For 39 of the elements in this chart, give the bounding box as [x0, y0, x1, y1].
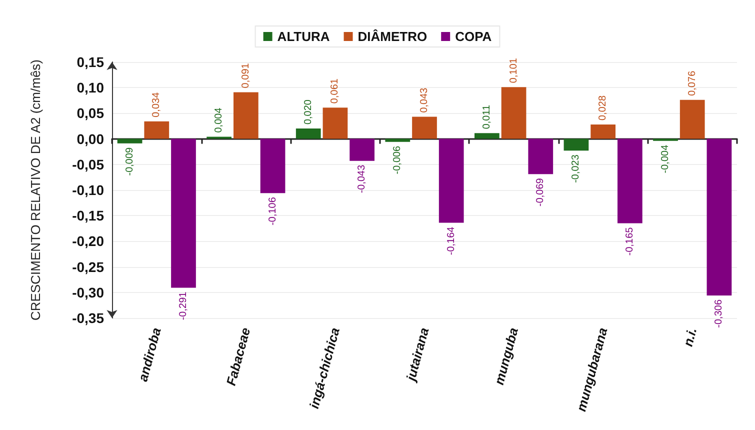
data-label: 0,091 [240, 62, 252, 88]
data-label: -0,164 [446, 226, 457, 256]
legend-label: COPA [455, 29, 492, 44]
data-label: 0,034 [151, 92, 162, 118]
data-label: -0,069 [535, 178, 546, 206]
data-label: 0,101 [508, 58, 520, 84]
data-label: -0,106 [267, 196, 278, 226]
data-label: 0,076 [686, 70, 698, 96]
y-tick-label: -0,20 [72, 233, 104, 250]
data-label: 0,004 [214, 107, 225, 133]
data-label: 0,043 [419, 87, 430, 113]
y-tick-label: 0,00 [76, 130, 104, 147]
y-tick-label: -0,35 [72, 310, 104, 326]
data-label: -0,023 [570, 154, 582, 183]
data-label: -0,043 [356, 164, 368, 194]
y-tick-label: -0,15 [72, 208, 104, 224]
data-label: -0,006 [392, 145, 404, 174]
y-tick-label: -0,30 [72, 284, 104, 300]
x-tick-label: andiroba [135, 326, 164, 383]
y-tick-label: -0,10 [72, 182, 104, 198]
data-label: 0,061 [330, 78, 341, 104]
legend-label: ALTURA [277, 29, 330, 44]
legend-label: DIÂMETRO [358, 29, 428, 44]
y-tick-label: -0,05 [72, 156, 104, 172]
x-tick-label: n.i. [680, 326, 700, 348]
data-label: -0,165 [624, 226, 636, 256]
data-label: -0,306 [714, 299, 725, 328]
data-label: -0,291 [178, 291, 189, 320]
data-label: 0,028 [598, 95, 609, 120]
y-tick-label: 0,15 [76, 54, 104, 70]
x-tick-label: munguba [491, 326, 522, 386]
data-label: -0,004 [660, 144, 672, 174]
y-tick-label: 0,05 [76, 105, 104, 122]
data-label: 0,011 [481, 104, 492, 130]
y-axis-title: CRESCIMENTO RELATIVO DE A2 (cm/mês) [28, 59, 43, 321]
data-label: -0,009 [124, 146, 136, 176]
y-tick-label: -0,25 [72, 258, 104, 275]
data-label: 0,020 [302, 99, 314, 125]
y-tick-label: 0,10 [76, 80, 104, 96]
